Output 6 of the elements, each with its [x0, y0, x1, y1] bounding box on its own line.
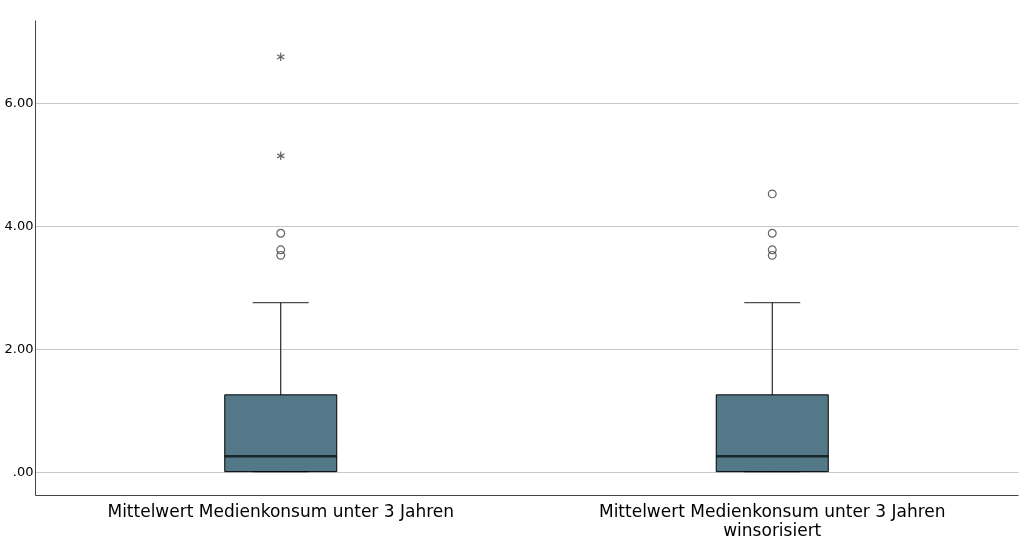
- y-tick-label: 6.00: [4, 95, 34, 111]
- x-tick-label: Mittelwert Medienkonsum unter 3 Jahren winsorisiert: [598, 500, 946, 540]
- y-tick-label: 2.00: [4, 341, 34, 357]
- x-tick-label: Mittelwert Medienkonsum unter 3 Jahren: [107, 500, 455, 521]
- y-tick-label: 4.00: [4, 218, 34, 234]
- y-tick-label: .00: [12, 464, 34, 480]
